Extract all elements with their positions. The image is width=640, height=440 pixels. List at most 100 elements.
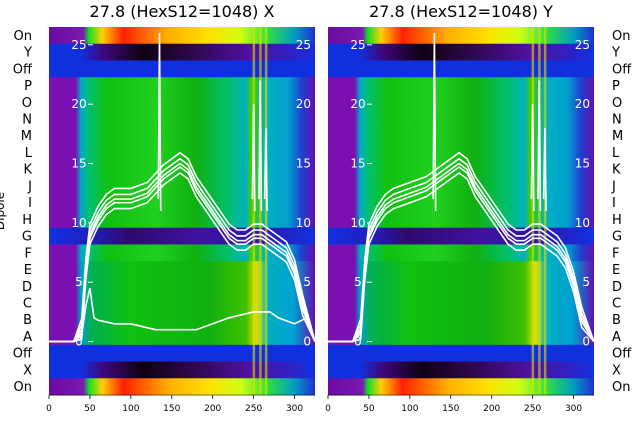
heatmap-row-l (49, 144, 315, 162)
y-tick-label: 15 (575, 157, 590, 171)
trace-spike (530, 104, 535, 212)
row-label: N (22, 113, 32, 128)
y-tick-label: 20 (575, 97, 590, 111)
heatmap-row-c (328, 294, 594, 312)
row-label: X (23, 363, 32, 378)
row-label: X (612, 363, 621, 378)
x-tick-label: 300 (565, 404, 582, 414)
x-tick-label: 250 (524, 404, 541, 414)
heatmap-row-e (49, 261, 315, 279)
heatmap-row-b (328, 311, 594, 329)
heatmap-row-off (328, 60, 594, 78)
row-label: K (612, 163, 621, 178)
x-tick-label: 250 (245, 404, 262, 414)
heatmap-row-a (49, 328, 315, 346)
panel-title: 27.8 (HexS12=1048) X (90, 2, 275, 21)
row-label: I (612, 196, 616, 211)
row-label: H (22, 213, 32, 228)
row-label: Off (13, 62, 33, 77)
row-label: On (612, 380, 630, 395)
heatmap-row-j (49, 177, 315, 195)
stripe (264, 27, 268, 395)
trace-spike (542, 127, 547, 212)
trace-spike (157, 32, 162, 212)
row-label: E (24, 263, 32, 278)
trace-line (49, 157, 316, 343)
heatmap-row-i (49, 194, 315, 212)
row-label: A (612, 330, 621, 345)
stripe (531, 27, 535, 395)
heatmap-row-off (49, 60, 315, 78)
heatmap-row-on (49, 27, 315, 45)
heatmap-row-x (49, 361, 315, 379)
row-label: On (612, 29, 630, 44)
row-label: Off (612, 62, 632, 77)
y-tick-label: 5 (354, 275, 362, 289)
trace-line (49, 166, 316, 343)
heatmap-row-n (328, 110, 594, 128)
row-label: K (23, 163, 32, 178)
stripe (538, 27, 541, 395)
y-tick-label: 5 (75, 275, 83, 289)
x-tick-label: 150 (442, 404, 459, 414)
heatmap-row-e (328, 261, 594, 279)
trace-line (49, 172, 316, 343)
x-tick-label: 50 (84, 404, 96, 414)
row-label: O (22, 96, 32, 111)
row-label: D (22, 280, 32, 295)
trace-line (328, 162, 595, 343)
heatmap-row-g (49, 227, 315, 245)
panel-1: 27.8 (HexS12=1048) XOnYOffPONMLKJIHGFEDC… (0, 2, 316, 414)
heatmap-row-i (328, 194, 594, 212)
trace-line (328, 157, 595, 343)
row-label: F (612, 246, 619, 261)
y-tick-label: 15 (350, 157, 365, 171)
row-label: J (27, 179, 32, 194)
heatmap-row-off (328, 344, 594, 363)
x-tick-label: 100 (122, 404, 139, 414)
x-tick-label: 200 (483, 404, 500, 414)
heatmap-row-n (49, 110, 315, 128)
y-tick-label: 15 (71, 157, 86, 171)
y-tick-label: 20 (296, 97, 311, 111)
y-tick-label: 5 (303, 275, 311, 289)
y-tick-label: 10 (296, 216, 311, 230)
y-tick-label: 10 (575, 216, 590, 230)
y-tick-label: 10 (71, 216, 86, 230)
heatmap-row-on (328, 378, 594, 396)
heatmap-row-m (49, 127, 315, 145)
trace-spike (258, 80, 263, 212)
y-tick-label: 20 (350, 97, 365, 111)
heatmap-row-on (49, 378, 315, 396)
heatmap-row-p (328, 77, 594, 95)
row-label: L (25, 146, 33, 161)
row-label: F (25, 246, 32, 261)
y-tick-label: 10 (350, 216, 365, 230)
heatmap-row-p (49, 77, 315, 95)
y-tick-label: 0 (582, 335, 590, 349)
heatmap-row-x (328, 361, 594, 379)
heatmap-row-a (328, 328, 594, 346)
heatmap-row-o (328, 93, 594, 112)
y-tick-label: 0 (75, 335, 83, 349)
row-label: E (612, 263, 620, 278)
x-tick-label: 100 (401, 404, 418, 414)
row-label: P (612, 79, 620, 94)
row-label: C (612, 297, 621, 312)
row-label: B (23, 313, 32, 328)
trace-line (49, 151, 316, 343)
heatmap-row-y (49, 43, 315, 61)
y-tick-label: 25 (71, 38, 86, 52)
heatmap-row-d (49, 277, 315, 296)
panel-title: 27.8 (HexS12=1048) Y (369, 2, 553, 21)
trace-line (49, 162, 316, 343)
trace-spike (537, 80, 542, 212)
row-label: On (14, 29, 32, 44)
row-label: P (24, 79, 32, 94)
heatmap-row-h (49, 211, 315, 229)
row-label: On (14, 380, 32, 395)
y-tick-label: 15 (296, 157, 311, 171)
heatmap-row-h (328, 211, 594, 229)
row-label: G (612, 230, 622, 245)
